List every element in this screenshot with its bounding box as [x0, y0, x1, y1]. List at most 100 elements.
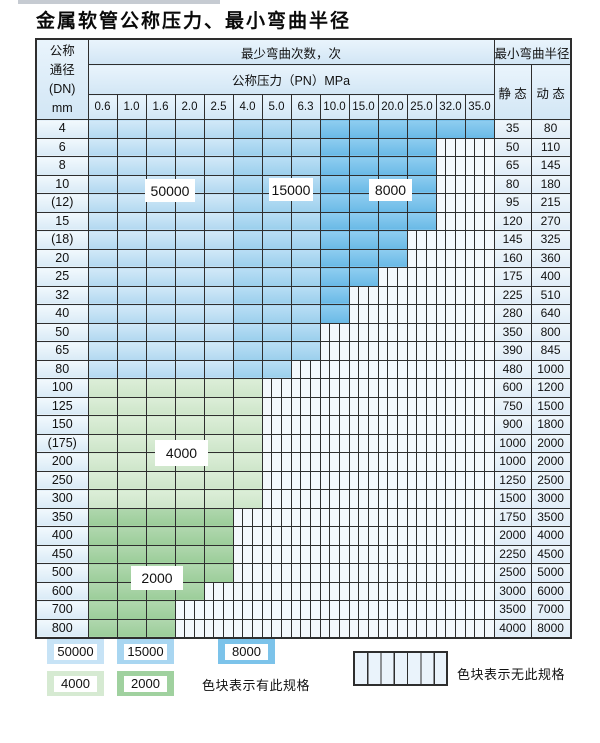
spec-cell: [203, 359, 234, 379]
no-spec-cell: [435, 470, 466, 490]
no-spec-cell: [319, 526, 350, 546]
spec-cell: [232, 359, 263, 379]
no-spec-cell: [232, 507, 263, 527]
static-value-cell: 145: [493, 230, 532, 250]
spec-cell: [203, 230, 234, 250]
no-spec-cell: [319, 544, 350, 564]
spec-cell: [116, 600, 147, 620]
spec-cell: [145, 526, 176, 546]
dn-cell: 10: [35, 174, 89, 194]
no-spec-cell: [203, 600, 234, 620]
spec-cell: [319, 174, 350, 194]
static-value-cell: 1000: [493, 433, 532, 453]
no-spec-cell: [464, 359, 495, 379]
table-row: 25 175 400: [35, 267, 572, 287]
static-value-cell: 600: [493, 378, 532, 398]
table-row: 125 750 1500: [35, 396, 572, 416]
no-spec-cell: [406, 433, 437, 453]
spec-cell: [290, 322, 321, 342]
spec-cell: [406, 211, 437, 231]
no-spec-cell: [464, 544, 495, 564]
no-spec-cell: [319, 507, 350, 527]
dynamic-value-cell: 6000: [530, 581, 572, 601]
no-spec-cell: [377, 470, 408, 490]
no-spec-cell: [464, 600, 495, 620]
spec-cell: [203, 193, 234, 213]
dn-cell: (18): [35, 230, 89, 250]
dn-cell: 400: [35, 526, 89, 546]
no-spec-cell: [348, 489, 379, 509]
spec-cell: [348, 230, 379, 250]
spec-cell: [87, 600, 118, 620]
no-spec-cell: [261, 396, 292, 416]
spec-cell: [87, 285, 118, 305]
static-value-cell: 4000: [493, 618, 532, 639]
table-row: 700 3500 7000: [35, 600, 572, 620]
legend-has-spec-text: 色块表示有此规格: [202, 678, 311, 693]
no-spec-cell: [261, 470, 292, 490]
spec-cell: [232, 137, 263, 157]
no-spec-cell: [261, 415, 292, 435]
no-spec-cell: [464, 193, 495, 213]
spec-cell: [377, 230, 408, 250]
spec-cell: [174, 415, 205, 435]
cycle-count-label: 2000: [131, 566, 183, 590]
table-row: 600 3000 6000: [35, 581, 572, 601]
legend-swatch-label: 15000: [124, 643, 167, 660]
no-spec-cell: [464, 322, 495, 342]
no-spec-cell: [348, 618, 379, 639]
dn-cell: 65: [35, 341, 89, 361]
no-spec-cell: [406, 248, 437, 268]
no-spec-cell: [290, 618, 321, 639]
table-row: 150 900 1800: [35, 415, 572, 435]
no-spec-cell: [435, 618, 466, 639]
no-spec-cell: [406, 489, 437, 509]
no-spec-cell: [290, 378, 321, 398]
spec-cell: [174, 304, 205, 324]
no-spec-cell: [406, 396, 437, 416]
spec-cell: [261, 156, 292, 176]
spec-cell: [174, 248, 205, 268]
static-header-cell: 静 态: [493, 64, 532, 120]
no-spec-cell: [435, 433, 466, 453]
spec-cell: [145, 137, 176, 157]
spec-cell: [87, 507, 118, 527]
pressure-value-cell: 0.6: [87, 94, 118, 120]
spec-cell: [232, 285, 263, 305]
no-spec-cell: [348, 507, 379, 527]
spec-cell: [145, 489, 176, 509]
spec-cell: [116, 322, 147, 342]
spec-cell: [116, 359, 147, 379]
table-row: (18) 145 325: [35, 230, 572, 250]
no-spec-cell: [261, 378, 292, 398]
no-spec-cell: [319, 415, 350, 435]
spec-cell: [319, 285, 350, 305]
spec-cell: [145, 507, 176, 527]
no-spec-cell: [348, 544, 379, 564]
dynamic-value-cell: 270: [530, 211, 572, 231]
no-spec-cell: [435, 341, 466, 361]
spec-cell: [406, 174, 437, 194]
no-spec-cell: [348, 396, 379, 416]
spec-cell: [261, 248, 292, 268]
spec-cell: [290, 248, 321, 268]
static-value-cell: 95: [493, 193, 532, 213]
no-spec-cell: [406, 507, 437, 527]
spec-cell: [174, 211, 205, 231]
no-spec-cell: [464, 211, 495, 231]
dn-cell: 20: [35, 248, 89, 268]
spec-cell: [87, 341, 118, 361]
static-value-cell: 3500: [493, 600, 532, 620]
dn-cell: 80: [35, 359, 89, 379]
spec-cell: [203, 174, 234, 194]
spec-cell: [232, 230, 263, 250]
spec-cell: [203, 119, 234, 139]
spec-cell: [174, 359, 205, 379]
no-spec-cell: [464, 581, 495, 601]
dynamic-header-cell: 动 态: [530, 64, 572, 120]
no-spec-cell: [406, 600, 437, 620]
no-spec-cell: [406, 378, 437, 398]
spec-cell: [87, 359, 118, 379]
spec-cell: [145, 600, 176, 620]
no-spec-cell: [319, 433, 350, 453]
